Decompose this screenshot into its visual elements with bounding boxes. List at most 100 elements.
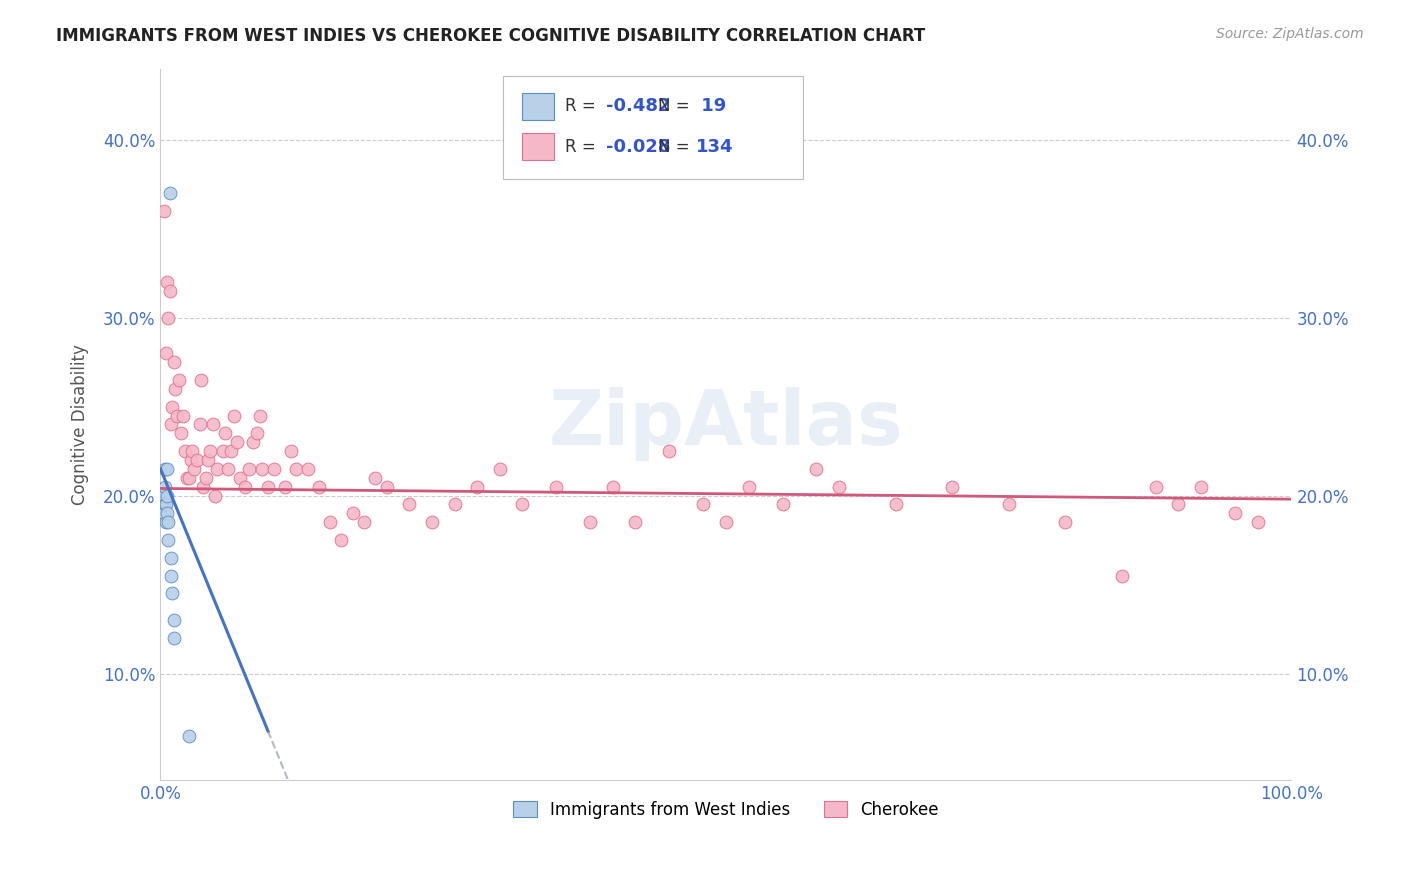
Point — [226, 435, 249, 450]
FancyBboxPatch shape — [523, 133, 554, 161]
Point — [257, 480, 280, 494]
Point — [214, 426, 236, 441]
Point — [170, 426, 193, 441]
Point — [263, 462, 285, 476]
Point — [157, 516, 180, 530]
Point — [156, 462, 179, 476]
Point — [330, 533, 353, 547]
Point — [242, 435, 264, 450]
Text: N =: N = — [658, 138, 695, 156]
Point — [155, 346, 177, 360]
Point — [319, 516, 342, 530]
Text: R =: R = — [565, 138, 602, 156]
Point — [1054, 516, 1077, 530]
Point — [197, 453, 219, 467]
Point — [156, 507, 179, 521]
Point — [222, 409, 245, 423]
Point — [546, 480, 568, 494]
Point — [160, 400, 183, 414]
Point — [512, 498, 534, 512]
Point — [285, 462, 308, 476]
Point — [246, 426, 269, 441]
Point — [806, 462, 828, 476]
Point — [624, 516, 647, 530]
Point — [219, 444, 242, 458]
Point — [1246, 516, 1268, 530]
Point — [193, 480, 215, 494]
Point — [658, 444, 681, 458]
Point — [153, 498, 176, 512]
Point — [274, 480, 297, 494]
FancyBboxPatch shape — [503, 76, 803, 178]
Point — [252, 462, 274, 476]
Point — [163, 355, 186, 369]
Y-axis label: Cognitive Disability: Cognitive Disability — [72, 344, 89, 505]
Point — [177, 729, 200, 743]
Text: ZipAtlas: ZipAtlas — [548, 387, 903, 461]
Point — [205, 462, 228, 476]
Point — [177, 471, 200, 485]
Text: N =: N = — [658, 97, 695, 115]
Point — [375, 480, 398, 494]
Text: -0.028: -0.028 — [606, 138, 671, 156]
Point — [165, 382, 187, 396]
Point — [181, 444, 204, 458]
Text: 134: 134 — [696, 138, 733, 156]
Text: IMMIGRANTS FROM WEST INDIES VS CHEROKEE COGNITIVE DISABILITY CORRELATION CHART: IMMIGRANTS FROM WEST INDIES VS CHEROKEE … — [56, 27, 925, 45]
Point — [159, 550, 181, 565]
Point — [194, 471, 217, 485]
Point — [488, 462, 510, 476]
Point — [153, 480, 176, 494]
Point — [579, 516, 602, 530]
Point — [188, 417, 211, 432]
Point — [186, 453, 208, 467]
Point — [153, 462, 176, 476]
Point — [174, 444, 197, 458]
Point — [200, 444, 222, 458]
Text: Source: ZipAtlas.com: Source: ZipAtlas.com — [1216, 27, 1364, 41]
Point — [157, 533, 180, 547]
Point — [156, 489, 179, 503]
Point — [353, 516, 375, 530]
Text: R =: R = — [565, 97, 602, 115]
Point — [714, 516, 737, 530]
Point — [160, 586, 183, 600]
Point — [156, 275, 179, 289]
Point — [155, 516, 177, 530]
Point — [692, 498, 714, 512]
Point — [238, 462, 260, 476]
Point — [153, 489, 176, 503]
Point — [228, 471, 250, 485]
Point — [190, 373, 212, 387]
Point — [308, 480, 330, 494]
Text: 19: 19 — [696, 97, 727, 115]
Point — [280, 444, 302, 458]
Point — [941, 480, 963, 494]
Point — [163, 613, 186, 627]
Point — [163, 631, 186, 645]
Point — [828, 480, 851, 494]
Point — [159, 417, 181, 432]
Point — [443, 498, 465, 512]
Point — [166, 409, 188, 423]
Point — [1223, 507, 1246, 521]
Point — [233, 480, 256, 494]
Point — [297, 462, 319, 476]
Point — [159, 284, 181, 298]
Point — [211, 444, 233, 458]
Point — [153, 203, 176, 218]
Point — [1167, 498, 1189, 512]
Point — [602, 480, 624, 494]
Point — [176, 471, 198, 485]
Point — [159, 186, 181, 200]
Point — [157, 310, 180, 325]
Point — [737, 480, 759, 494]
Point — [204, 489, 226, 503]
Point — [1144, 480, 1167, 494]
Point — [159, 568, 181, 582]
Point — [398, 498, 420, 512]
Legend: Immigrants from West Indies, Cherokee: Immigrants from West Indies, Cherokee — [506, 794, 945, 825]
FancyBboxPatch shape — [523, 93, 554, 120]
Point — [1111, 568, 1133, 582]
Point — [420, 516, 443, 530]
